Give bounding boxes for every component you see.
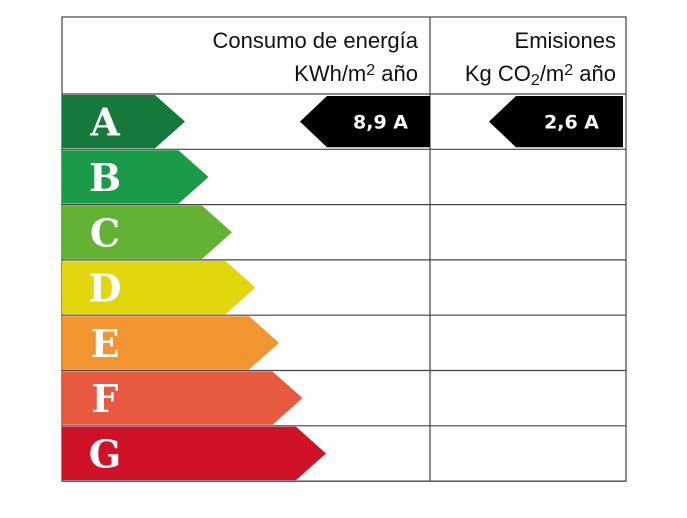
emissions-value: 2,6 A	[544, 112, 599, 134]
emissions-unit: Kg CO2/m2 año	[464, 61, 616, 89]
rating-letter-c: C	[90, 210, 120, 255]
consumption-unit: KWh/m2 año	[294, 61, 418, 86]
rating-bar-b	[62, 150, 209, 204]
rating-letter-e: E	[91, 321, 120, 366]
emissions-header: Emisiones Kg CO2/m2 año	[432, 26, 616, 96]
rating-bar-e	[62, 316, 279, 370]
consumption-header: Consumo de energía KWh/m2 año	[140, 26, 418, 89]
rating-letter-g: G	[89, 431, 121, 476]
rating-letter-a: A	[89, 100, 120, 145]
rating-letter-f: F	[92, 376, 119, 421]
consumption-title: Consumo de energía	[212, 28, 418, 53]
emissions-marker	[489, 96, 623, 148]
consumption-value: 8,9 A	[353, 112, 408, 134]
consumption-marker	[300, 96, 430, 148]
rating-bar-d	[62, 260, 256, 315]
rating-bar-a	[62, 95, 185, 149]
rating-bar-f	[62, 371, 303, 425]
rating-bar-c	[62, 205, 232, 259]
rating-letter-b: B	[89, 155, 121, 200]
emissions-title: Emisiones	[514, 28, 616, 53]
rating-bar-g	[62, 426, 326, 481]
rating-letter-d: D	[89, 266, 122, 311]
